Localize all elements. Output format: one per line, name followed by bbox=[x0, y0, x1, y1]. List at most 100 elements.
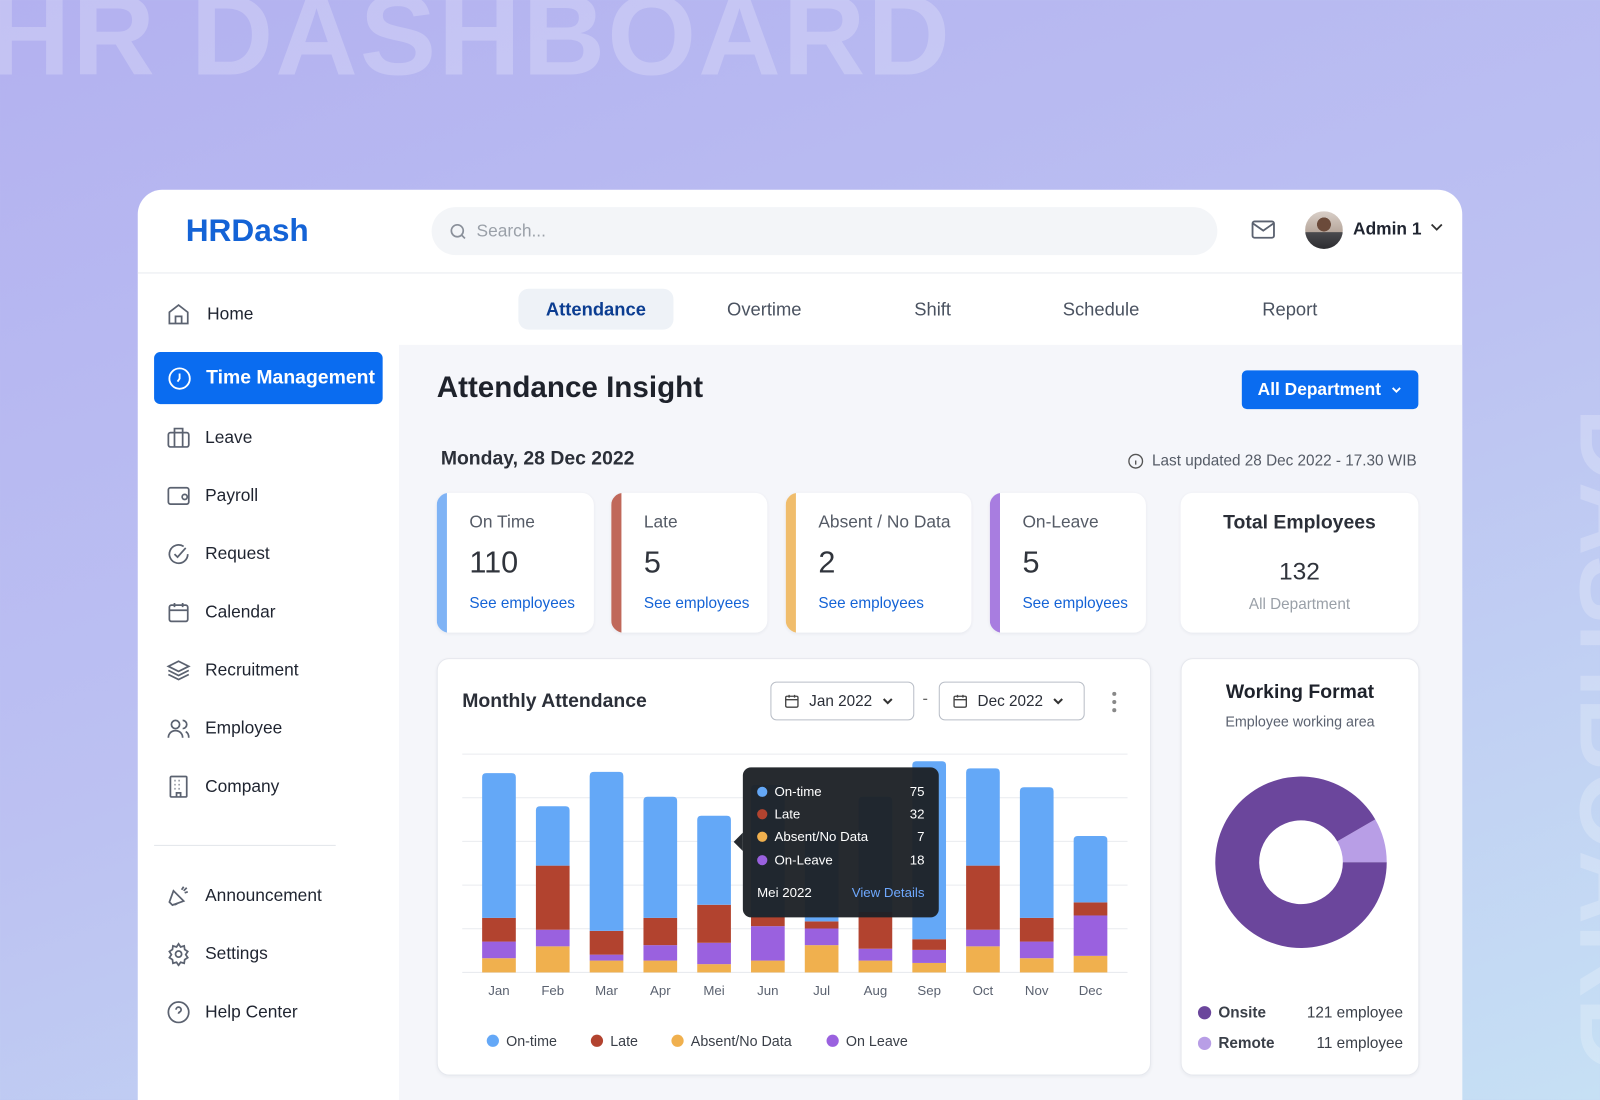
tab-attendance[interactable]: Attendance bbox=[518, 288, 674, 330]
legend-item-on-leave: On Leave bbox=[826, 1033, 908, 1049]
bar-segment-absent-no-data[interactable] bbox=[535, 946, 570, 973]
sidebar-item-employee[interactable]: Employee bbox=[154, 708, 383, 749]
bar-segment-late[interactable] bbox=[858, 911, 893, 949]
bar-segment-on-leave[interactable] bbox=[858, 948, 893, 961]
bar-segment-late[interactable] bbox=[697, 904, 731, 943]
bar-segment-late[interactable] bbox=[912, 939, 947, 950]
donut-slice-remote[interactable] bbox=[1337, 819, 1387, 863]
tab-schedule[interactable]: Schedule bbox=[1062, 298, 1140, 319]
bar-segment-on-time[interactable] bbox=[589, 771, 624, 931]
bar-segment-on-time[interactable] bbox=[697, 815, 731, 905]
bar-segment-absent-no-data[interactable] bbox=[1073, 955, 1108, 973]
see-employees-link[interactable]: See employees bbox=[643, 594, 750, 613]
tooltip-value: 18 bbox=[909, 852, 925, 868]
bar-segment-late[interactable] bbox=[804, 921, 839, 929]
bar-segment-absent-no-data[interactable] bbox=[858, 960, 893, 973]
bar-segment-on-leave[interactable] bbox=[1073, 915, 1108, 956]
legend-item-absent: Absent/No Data bbox=[671, 1033, 792, 1049]
legend-dot bbox=[757, 808, 768, 819]
sidebar-item-payroll[interactable]: Payroll bbox=[154, 476, 383, 517]
more-options-icon[interactable] bbox=[1110, 691, 1118, 713]
bar-segment-late[interactable] bbox=[1019, 917, 1054, 942]
bar-segment-late[interactable] bbox=[966, 865, 1000, 930]
sidebar-item-request[interactable]: Request bbox=[154, 534, 383, 575]
bar-segment-late[interactable] bbox=[1073, 902, 1108, 916]
tooltip-row: Absent/No Data 7 bbox=[757, 829, 924, 844]
legend-dot bbox=[590, 1034, 604, 1047]
user-name: Admin 1 bbox=[1353, 219, 1422, 239]
sidebar-item-company[interactable]: Company bbox=[154, 766, 383, 807]
bar-segment-on-leave[interactable] bbox=[589, 954, 624, 961]
sidebar-item-home[interactable]: Home bbox=[154, 294, 383, 335]
sidebar-item-label: Time Management bbox=[206, 366, 375, 389]
department-dropdown[interactable]: All Department bbox=[1241, 370, 1419, 410]
date-from-select[interactable]: Jan 2022 bbox=[770, 681, 915, 721]
bar-segment-absent-no-data[interactable] bbox=[912, 962, 947, 973]
bar-segment-on-leave[interactable] bbox=[1019, 941, 1054, 959]
stat-label: On-Leave bbox=[1022, 512, 1099, 532]
search-bar[interactable] bbox=[431, 207, 1218, 256]
bar-segment-on-time[interactable] bbox=[1019, 787, 1054, 918]
bar-segment-on-time[interactable] bbox=[482, 773, 516, 918]
mail-icon[interactable] bbox=[1251, 218, 1275, 240]
search-input[interactable] bbox=[476, 220, 1089, 242]
stat-card-absent: Absent / No Data 2 See employees bbox=[785, 492, 972, 633]
bar-segment-on-leave[interactable] bbox=[482, 941, 516, 959]
bar-segment-on-leave[interactable] bbox=[966, 929, 1000, 947]
see-employees-link[interactable]: See employees bbox=[818, 594, 924, 613]
sidebar-item-time-management[interactable]: Time Management bbox=[154, 352, 383, 405]
tab-shift[interactable]: Shift bbox=[914, 298, 952, 319]
chevron-down-icon[interactable] bbox=[1430, 222, 1444, 232]
bar-segment-absent-no-data[interactable] bbox=[482, 958, 516, 973]
bar-segment-late[interactable] bbox=[535, 865, 570, 930]
calendar-icon bbox=[785, 694, 799, 708]
watermark-title: HR DASHBOARD bbox=[0, 0, 952, 99]
bar-segment-late[interactable] bbox=[643, 917, 678, 946]
chevron-down-icon bbox=[1392, 387, 1402, 393]
bar-segment-absent-no-data[interactable] bbox=[1019, 958, 1054, 973]
legend-item-remote: Remote 11 employee bbox=[1197, 1035, 1403, 1052]
sidebar-item-leave[interactable]: Leave bbox=[154, 417, 383, 458]
date-to-select[interactable]: Dec 2022 bbox=[938, 681, 1085, 721]
bar-segment-late[interactable] bbox=[589, 930, 624, 955]
donut-slice-onsite[interactable] bbox=[1215, 776, 1387, 948]
bar-segment-on-leave[interactable] bbox=[751, 926, 785, 961]
sidebar-item-recruitment[interactable]: Recruitment bbox=[154, 650, 383, 691]
bar-segment-on-time[interactable] bbox=[643, 796, 678, 918]
stat-color-bar bbox=[785, 492, 796, 633]
stat-color-bar bbox=[611, 492, 622, 633]
tooltip-value: 32 bbox=[909, 806, 925, 822]
legend-dot bbox=[1197, 1036, 1212, 1050]
sidebar-item-settings[interactable]: Settings bbox=[154, 934, 383, 975]
sidebar-item-announcement[interactable]: Announcement bbox=[154, 876, 383, 917]
bar-segment-on-time[interactable] bbox=[535, 806, 570, 866]
sidebar-item-help-center[interactable]: Help Center bbox=[154, 992, 383, 1033]
date-separator: - bbox=[922, 690, 928, 709]
bar-segment-on-time[interactable] bbox=[1073, 835, 1108, 903]
bar-segment-late[interactable] bbox=[751, 916, 785, 927]
current-date: Monday, 28 Dec 2022 bbox=[440, 447, 635, 470]
tab-overtime[interactable]: Overtime bbox=[727, 298, 802, 319]
tab-report[interactable]: Report bbox=[1262, 298, 1318, 319]
bar-segment-on-leave[interactable] bbox=[697, 942, 731, 965]
bar-segment-on-leave[interactable] bbox=[535, 929, 570, 947]
bar-segment-absent-no-data[interactable] bbox=[643, 960, 678, 973]
tooltip-value: 75 bbox=[909, 783, 925, 799]
see-employees-link[interactable]: See employees bbox=[469, 594, 575, 613]
bar-segment-absent-no-data[interactable] bbox=[966, 946, 1000, 973]
bar-segment-late[interactable] bbox=[482, 917, 516, 942]
bar-segment-on-time[interactable] bbox=[966, 768, 1000, 866]
tooltip-label: On-time bbox=[774, 783, 822, 799]
bar-segment-on-leave[interactable] bbox=[643, 945, 678, 961]
bar-segment-on-leave[interactable] bbox=[912, 949, 947, 963]
bar-segment-absent-no-data[interactable] bbox=[804, 945, 839, 973]
bar-segment-absent-no-data[interactable] bbox=[697, 964, 731, 973]
view-details-link[interactable]: View Details bbox=[851, 884, 925, 900]
bar-segment-on-leave[interactable] bbox=[804, 928, 839, 946]
sidebar-item-calendar[interactable]: Calendar bbox=[154, 592, 383, 633]
bar-segment-absent-no-data[interactable] bbox=[751, 960, 785, 973]
bar-segment-absent-no-data[interactable] bbox=[589, 960, 624, 973]
avatar[interactable] bbox=[1305, 211, 1343, 249]
legend-dot bbox=[757, 854, 768, 865]
see-employees-link[interactable]: See employees bbox=[1022, 594, 1128, 613]
